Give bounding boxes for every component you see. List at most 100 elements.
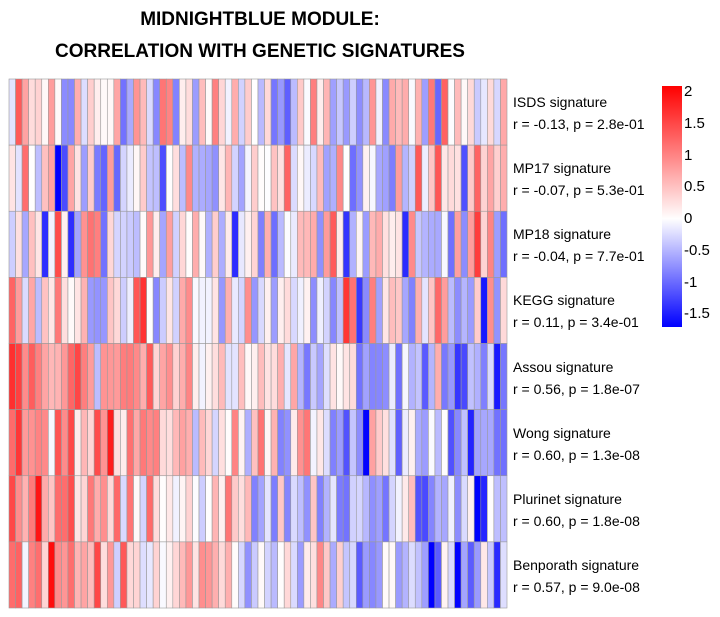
heatmap-cell: [15, 475, 23, 543]
heatmap-cell: [179, 541, 187, 609]
heatmap-cell: [395, 78, 403, 146]
heatmap-cell: [336, 210, 344, 278]
heatmap-cell: [185, 144, 193, 212]
heatmap-cell: [283, 210, 292, 278]
heatmap-cell: [28, 78, 36, 146]
heatmap-cell: [139, 409, 147, 477]
heatmap-cell: [467, 144, 475, 212]
heatmap-cell: [441, 343, 449, 410]
heatmap-cell: [382, 144, 390, 212]
heatmap-cell: [467, 78, 475, 146]
heatmap-cell: [159, 210, 167, 278]
heatmap-cell: [329, 541, 337, 609]
heatmap-cell: [454, 210, 462, 278]
heatmap-cell: [316, 541, 324, 609]
heatmap-cell: [205, 541, 213, 609]
heatmap-cell: [87, 210, 95, 278]
heatmap-cell: [87, 343, 95, 410]
heatmap-cell: [329, 277, 337, 344]
heatmap-cell: [139, 541, 147, 609]
heatmap-cell: [316, 343, 324, 410]
heatmap-cell: [172, 475, 180, 543]
heatmap-cell: [500, 210, 508, 278]
heatmap-cell: [303, 78, 311, 146]
heatmap-cell: [165, 343, 174, 410]
heatmap-cell: [218, 475, 226, 543]
heatmap-cell: [211, 277, 219, 344]
heatmap-cell: [467, 210, 475, 278]
heatmap-cell: [146, 144, 154, 212]
heatmap-cell: [67, 144, 75, 212]
heatmap-cell: [487, 475, 495, 543]
heatmap-cell: [447, 277, 455, 344]
heatmap-cell: [179, 78, 187, 146]
heatmap-cell: [316, 409, 324, 477]
heatmap-cell: [67, 343, 75, 410]
heatmap-cell: [133, 541, 141, 609]
heatmap-cell: [349, 144, 357, 212]
heatmap-cell: [428, 210, 436, 278]
heatmap-cell: [480, 144, 488, 212]
heatmap-cell: [192, 541, 200, 609]
heatmap-cell: [382, 210, 390, 278]
heatmap-cell: [395, 343, 403, 410]
heatmap-cell: [192, 475, 200, 543]
heatmap-cell: [473, 277, 482, 344]
heatmap-cell: [8, 78, 16, 146]
heatmap-cell: [87, 144, 95, 212]
heatmap-cell: [67, 409, 75, 477]
heatmap-cell: [441, 475, 449, 543]
row-label-name: KEGG signature: [513, 292, 615, 309]
heatmap-cell: [21, 541, 29, 609]
heatmap-cell: [349, 277, 357, 344]
heatmap-cell: [74, 144, 82, 212]
heatmap-cell: [211, 210, 219, 278]
heatmap-cell: [231, 210, 239, 278]
heatmap-cell: [473, 210, 482, 278]
heatmap-cell: [264, 78, 272, 146]
heatmap-cell: [54, 78, 62, 146]
heatmap-cell: [467, 475, 475, 543]
heatmap-cell: [303, 475, 311, 543]
heatmap-cell: [244, 277, 252, 344]
heatmap-cell: [218, 210, 226, 278]
heatmap-cell: [34, 210, 43, 278]
heatmap-cell: [93, 78, 102, 146]
heatmap-cell: [244, 541, 252, 609]
heatmap-cell: [231, 78, 239, 146]
heatmap-cell: [67, 475, 75, 543]
heatmap-cell: [100, 409, 108, 477]
heatmap-cell: [355, 343, 364, 410]
heatmap-cell: [421, 475, 429, 543]
heatmap-cell: [428, 541, 436, 609]
heatmap-cell: [493, 210, 501, 278]
heatmap-cell: [126, 210, 134, 278]
heatmap-cell: [41, 409, 49, 477]
heatmap-cell: [80, 144, 88, 212]
heatmap-cell: [211, 78, 219, 146]
heatmap-cell: [414, 277, 423, 344]
heatmap-cell: [375, 277, 383, 344]
legend-tick-label: -0.5: [684, 241, 710, 259]
legend-tick-label: 1: [684, 146, 693, 164]
heatmap-cell: [34, 541, 43, 609]
legend-tick-label: 2: [684, 83, 693, 101]
row-label-name: Assou signature: [513, 358, 614, 375]
heatmap-cell: [61, 541, 69, 609]
heatmap-cell: [382, 78, 390, 146]
heatmap-cell: [473, 409, 482, 477]
heatmap-cell: [54, 277, 62, 344]
heatmap-cell: [447, 541, 455, 609]
heatmap-cell: [454, 144, 462, 212]
heatmap-cell: [218, 541, 226, 609]
heatmap-cell: [54, 343, 62, 410]
heatmap-cell: [120, 409, 128, 477]
heatmap-cell: [493, 78, 501, 146]
heatmap-cell: [172, 78, 180, 146]
heatmap-cell: [401, 541, 410, 609]
heatmap-cell: [460, 541, 468, 609]
heatmap-cell: [342, 541, 351, 609]
heatmap-cell: [395, 475, 403, 543]
heatmap-cell: [61, 277, 69, 344]
heatmap-cell: [336, 541, 344, 609]
